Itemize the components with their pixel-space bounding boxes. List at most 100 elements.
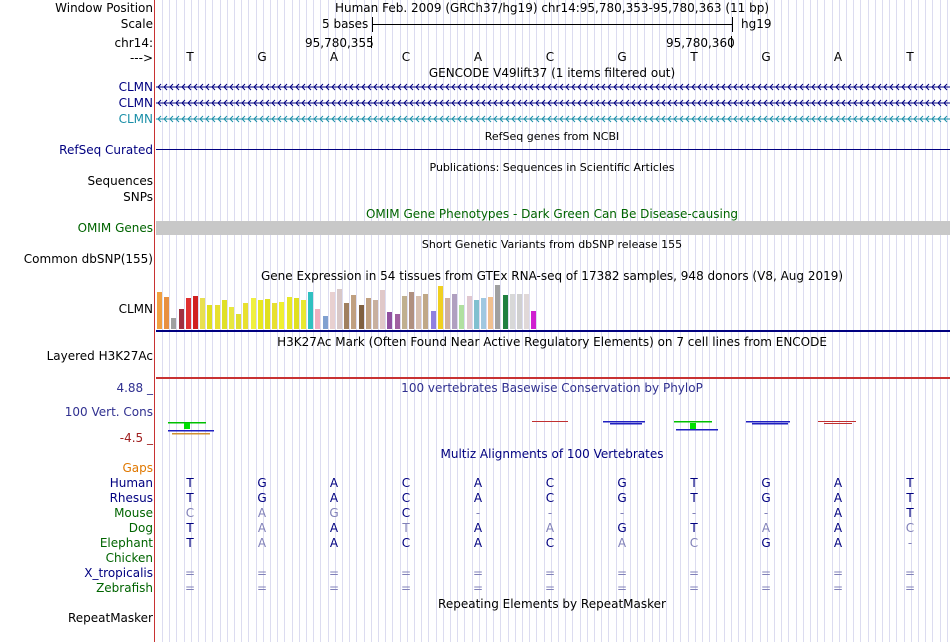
gtex-tissue-bar[interactable] [459, 305, 465, 329]
grid-line [565, 0, 566, 642]
grid-line [220, 0, 221, 642]
multiz-track-title[interactable]: Multiz Alignments of 100 Vertebrates [440, 447, 664, 461]
grid-line [335, 0, 336, 642]
gtex-tissue-bar[interactable] [286, 297, 292, 329]
gencode-label-2[interactable]: CLMN [118, 96, 153, 110]
reference-base: G [617, 50, 627, 64]
gtex-tissue-bar[interactable] [236, 314, 242, 329]
gtex-tissue-bar[interactable] [207, 305, 213, 329]
h3k27ac-track-title[interactable]: H3K27Ac Mark (Often Found Near Active Re… [277, 335, 827, 349]
gtex-tissue-bar[interactable] [517, 294, 522, 329]
gtex-track-title[interactable]: Gene Expression in 54 tissues from GTEx … [260, 269, 844, 283]
gtex-tissue-bar[interactable] [171, 318, 177, 329]
gtex-tissue-bar[interactable] [380, 290, 386, 329]
multiz-base: = [904, 566, 916, 580]
gtex-tissue-bar[interactable] [157, 292, 162, 329]
gtex-tissue-bar[interactable] [358, 305, 364, 329]
omim-track-title[interactable]: OMIM Gene Phenotypes - Dark Green Can Be… [365, 207, 739, 221]
gtex-tissue-bar[interactable] [387, 312, 393, 329]
grid-line [536, 0, 537, 642]
gtex-tissue-bar[interactable] [473, 300, 479, 329]
gtex-tissue-bar[interactable] [437, 286, 443, 329]
phylop-track-title[interactable]: 100 vertebrates Basewise Conservation by… [401, 381, 703, 395]
omim-phenotype-bar[interactable] [156, 221, 950, 235]
gtex-tissue-bar[interactable] [423, 294, 429, 329]
gtex-tissue-bar[interactable] [502, 295, 508, 329]
multiz-species-label[interactable]: Chicken [105, 551, 153, 565]
repeatmasker-track-title[interactable]: Repeating Elements by RepeatMasker [438, 597, 666, 611]
gtex-tissue-bar[interactable] [452, 294, 458, 329]
gtex-tissue-bar[interactable] [185, 298, 191, 329]
multiz-species-label[interactable]: Elephant [99, 536, 153, 550]
gtex-tissue-bar[interactable] [409, 292, 414, 329]
gtex-tissue-bar[interactable] [257, 300, 263, 329]
gtex-tissue-bar[interactable] [509, 294, 515, 329]
sequences-label[interactable]: Sequences [87, 174, 153, 188]
refseq-label[interactable]: RefSeq Curated [59, 143, 153, 157]
gtex-tissue-bar[interactable] [178, 309, 184, 329]
gtex-tissue-bar[interactable] [481, 298, 486, 329]
gtex-tissue-bar[interactable] [279, 302, 285, 329]
publications-track-title[interactable]: Publications: Sequences in Scientific Ar… [429, 161, 675, 174]
gtex-label[interactable]: CLMN [118, 302, 153, 316]
gtex-tissue-bar[interactable] [466, 296, 472, 329]
multiz-species-label[interactable]: Rhesus [109, 491, 153, 505]
gtex-tissue-bar[interactable] [193, 296, 198, 329]
multiz-species-label[interactable]: X_tropicalis [84, 566, 153, 580]
repeatmasker-label[interactable]: RepeatMasker [67, 611, 153, 625]
gtex-tissue-bar[interactable] [495, 285, 501, 329]
refseq-track-title[interactable]: RefSeq genes from NCBI [484, 130, 620, 143]
gtex-tissue-bar[interactable] [531, 311, 537, 329]
gtex-tissue-bar[interactable] [200, 298, 206, 329]
gtex-tissue-bar[interactable] [214, 305, 220, 329]
gtex-tissue-bar[interactable] [265, 299, 270, 329]
gtex-tissue-bar[interactable] [373, 300, 378, 329]
multiz-species-label[interactable]: Zebrafish [96, 581, 153, 595]
gtex-tissue-bar[interactable] [164, 297, 170, 329]
gtex-tissue-bar[interactable] [445, 298, 450, 329]
gtex-tissue-bar[interactable] [329, 292, 335, 329]
gtex-tissue-bar[interactable] [272, 303, 278, 329]
grid-line [320, 0, 321, 642]
refseq-gene-line[interactable] [156, 149, 950, 150]
gtex-tissue-bar[interactable] [351, 295, 357, 329]
gtex-tissue-bar[interactable] [416, 296, 422, 329]
grid-line [724, 0, 725, 642]
phylop-label[interactable]: 100 Vert. Cons [64, 405, 153, 419]
multiz-species-label[interactable]: Human [109, 476, 153, 490]
reference-base: A [329, 50, 339, 64]
dbsnp-label[interactable]: Common dbSNP(155) [23, 252, 153, 266]
reference-base: G [761, 50, 771, 64]
gtex-tissue-bar[interactable] [315, 309, 321, 329]
gtex-tissue-bar[interactable] [365, 298, 371, 329]
gtex-tissue-bar[interactable] [322, 316, 328, 329]
gencode-label-3[interactable]: CLMN [118, 112, 153, 126]
gencode-label-1[interactable]: CLMN [118, 80, 153, 94]
gtex-tissue-bar[interactable] [293, 298, 299, 329]
snps-label[interactable]: SNPs [123, 190, 153, 204]
gtex-tissue-bar[interactable] [394, 314, 400, 329]
gencode-track-title[interactable]: GENCODE V49lift37 (1 items filtered out) [428, 66, 676, 80]
gtex-tissue-bar[interactable] [308, 292, 314, 329]
omim-label[interactable]: OMIM Genes [77, 221, 153, 235]
gtex-tissue-bar[interactable] [250, 298, 256, 329]
multiz-base: G [257, 491, 267, 505]
multiz-species-label[interactable]: Dog [128, 521, 153, 535]
gtex-tissue-bar[interactable] [221, 300, 227, 329]
gtex-tissue-bar[interactable] [229, 307, 234, 329]
gtex-tissue-bar[interactable] [301, 300, 306, 329]
gtex-tissue-bar[interactable] [488, 297, 494, 329]
multiz-base: A [329, 536, 339, 550]
gtex-baseline [156, 330, 950, 332]
h3k27ac-label[interactable]: Layered H3K27Ac [46, 349, 153, 363]
dbsnp-track-title[interactable]: Short Genetic Variants from dbSNP releas… [421, 238, 683, 251]
gtex-tissue-bar[interactable] [243, 303, 249, 329]
gtex-tissue-bar[interactable] [337, 289, 342, 329]
gtex-tissue-bar[interactable] [524, 294, 530, 329]
gtex-tissue-bar[interactable] [401, 296, 407, 329]
gtex-tissue-bar[interactable] [430, 311, 436, 329]
multiz-base: A [257, 536, 267, 550]
multiz-species-label[interactable]: Mouse [114, 506, 153, 520]
gtex-tissue-bar[interactable] [344, 303, 350, 329]
